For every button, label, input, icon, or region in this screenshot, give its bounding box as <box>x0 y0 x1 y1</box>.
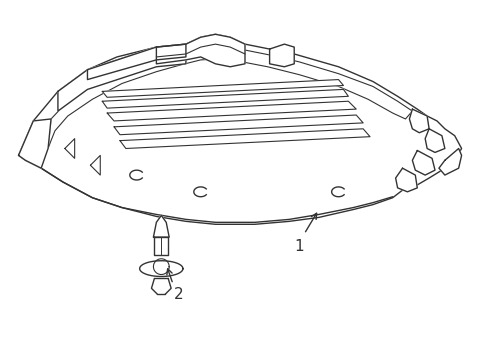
Text: 1: 1 <box>294 239 304 255</box>
Polygon shape <box>411 150 434 175</box>
Polygon shape <box>269 44 294 67</box>
Polygon shape <box>58 44 185 111</box>
Polygon shape <box>120 129 369 148</box>
Polygon shape <box>438 148 461 175</box>
Text: 2: 2 <box>174 287 183 302</box>
Polygon shape <box>102 89 347 108</box>
Polygon shape <box>156 34 244 67</box>
Polygon shape <box>102 80 343 97</box>
Polygon shape <box>395 168 416 192</box>
Polygon shape <box>408 109 428 133</box>
Polygon shape <box>87 44 185 80</box>
Polygon shape <box>107 101 356 121</box>
Polygon shape <box>19 34 461 224</box>
Polygon shape <box>424 129 444 152</box>
Polygon shape <box>19 119 51 168</box>
Polygon shape <box>153 215 169 237</box>
Polygon shape <box>114 115 363 135</box>
Polygon shape <box>154 237 168 255</box>
Polygon shape <box>140 261 183 276</box>
